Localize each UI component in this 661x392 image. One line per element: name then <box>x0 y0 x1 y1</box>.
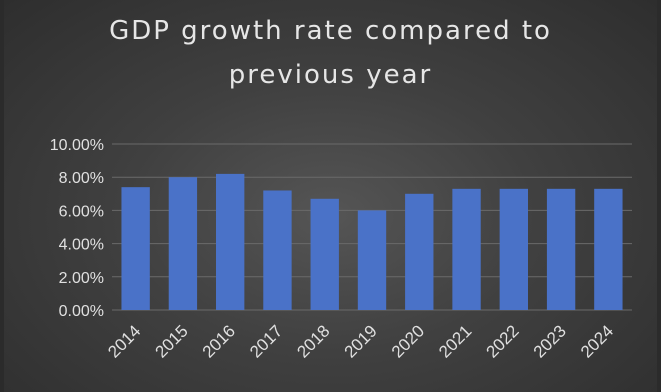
bar-2024 <box>594 188 623 310</box>
bar-2023 <box>546 188 576 310</box>
x-tick-label: 2023 <box>530 321 570 361</box>
chart-title-line-2: previous year <box>228 60 433 90</box>
bar-2020 <box>405 193 434 310</box>
bar-chart: 0.00%2.00%4.00%6.00%8.00%10.00%2014 2015 2… <box>50 137 632 362</box>
bar-2018 <box>310 198 339 310</box>
x-tick-label: 2015 <box>152 321 192 361</box>
chart-title-line-1: GDP growth rate compared to <box>109 16 552 46</box>
bar-2022 <box>499 188 528 310</box>
y-tick-label: 8.00% <box>59 170 104 187</box>
x-tick-label: 2022 <box>482 321 522 361</box>
bar-2021 <box>452 188 481 310</box>
x-tick-label: 2018 <box>293 321 333 361</box>
x-tick-label: 2016 <box>199 321 239 361</box>
bar-2015 <box>168 177 198 310</box>
y-tick-label: 2.00% <box>59 270 104 287</box>
x-tick-label: 2024 <box>577 321 617 361</box>
y-tick-label: 4.00% <box>59 237 104 254</box>
x-tick-label: 2017 <box>246 321 286 361</box>
y-tick-label: 0.00% <box>59 303 104 320</box>
bar-2019 <box>357 210 387 310</box>
x-tick-label: 2019 <box>341 321 381 361</box>
x-tick-label: 2014 <box>104 321 144 361</box>
x-tick-label: 2020 <box>388 321 428 361</box>
chart-area: GDP growth rate compared to previous yea… <box>4 0 657 392</box>
x-tick-label: 2021 <box>435 321 475 361</box>
bar-2014 <box>121 187 150 310</box>
y-tick-label: 10.00% <box>50 137 104 154</box>
y-tick-label: 6.00% <box>59 203 104 220</box>
bar-2016 <box>216 173 245 310</box>
bar-2017 <box>263 190 292 310</box>
